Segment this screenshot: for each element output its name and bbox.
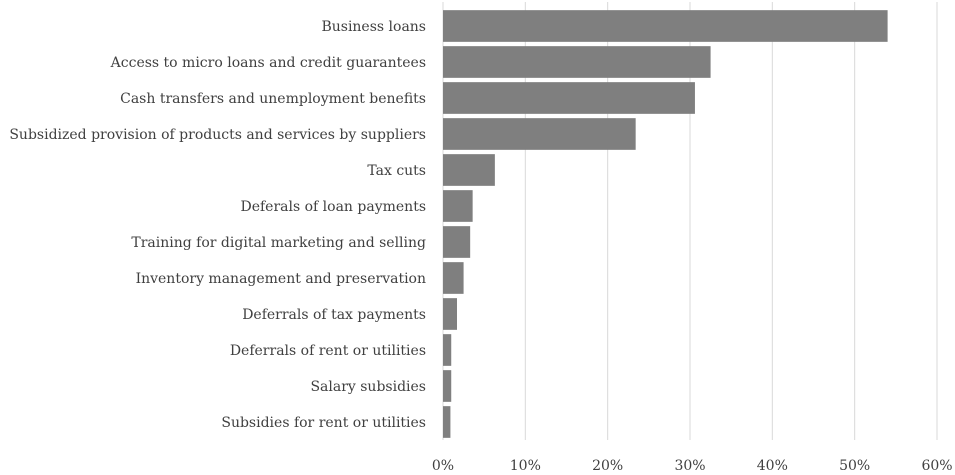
- category-label: Deferals of loan payments: [240, 199, 426, 215]
- bar: [443, 406, 451, 438]
- bars: [443, 10, 888, 438]
- x-tick-label: 30%: [674, 458, 705, 474]
- category-label: Access to micro loans and credit guarant…: [110, 55, 426, 71]
- x-axis-tick-labels: 0% 10% 20% 30% 40% 50% 60%: [432, 458, 953, 474]
- x-tick-label: 50%: [839, 458, 870, 474]
- category-label: Subsidized provision of products and ser…: [9, 127, 426, 143]
- x-tick-label: 60%: [921, 458, 952, 474]
- bar: [443, 370, 452, 402]
- category-label: Deferrals of tax payments: [242, 307, 426, 323]
- bar: [443, 10, 888, 42]
- category-label: Deferrals of rent or utilities: [230, 343, 426, 359]
- category-label: Training for digital marketing and selli…: [131, 235, 426, 251]
- x-tick-label: 0%: [432, 458, 454, 474]
- category-label: Subsidies for rent or utilities: [221, 415, 426, 431]
- x-tick-label: 10%: [510, 458, 541, 474]
- x-tick-label: 20%: [592, 458, 623, 474]
- bar: [443, 154, 495, 186]
- category-label: Business loans: [321, 19, 426, 35]
- category-label: Salary subsidies: [310, 379, 426, 395]
- bar: [443, 82, 695, 114]
- bar: [443, 190, 473, 222]
- bar: [443, 262, 464, 294]
- bar: [443, 334, 452, 366]
- bar: [443, 46, 711, 78]
- category-labels: Business loans Access to micro loans and …: [9, 19, 426, 431]
- category-label: Cash transfers and unemployment benefits: [120, 91, 426, 107]
- x-tick-label: 40%: [757, 458, 788, 474]
- bar: [443, 118, 636, 150]
- bar: [443, 298, 457, 330]
- category-label: Inventory management and preservation: [136, 271, 426, 287]
- bar: [443, 226, 471, 258]
- category-label: Tax cuts: [367, 163, 426, 179]
